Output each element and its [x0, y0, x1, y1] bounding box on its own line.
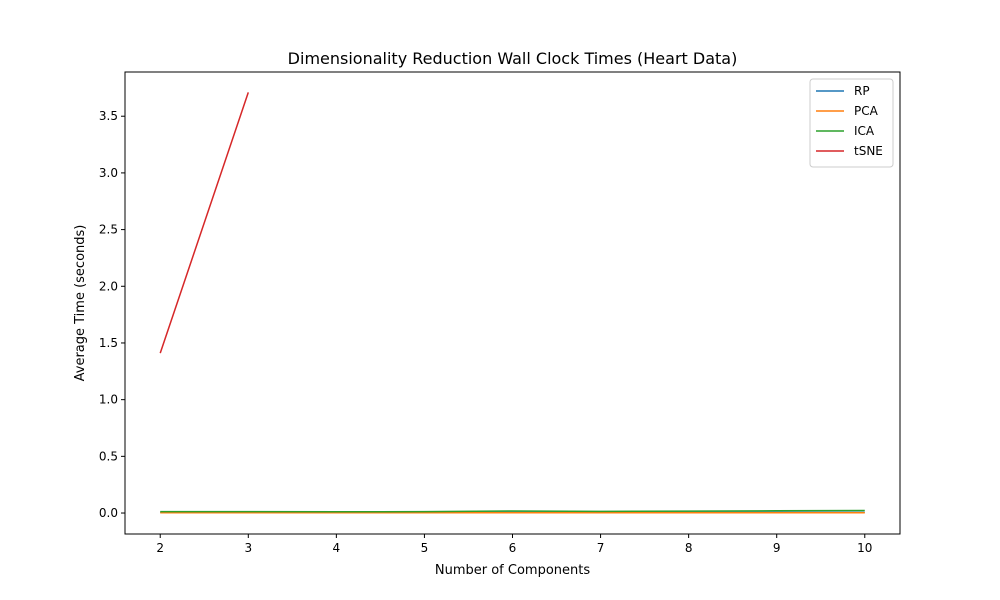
- x-tick-label: 4: [333, 541, 341, 555]
- plot-frame: [124, 71, 901, 535]
- y-tick-label: 3.5: [99, 109, 118, 123]
- y-tick-label: 2.0: [99, 279, 118, 293]
- y-axis-label: Average Time (seconds): [73, 225, 88, 382]
- y-tick-label: 1.5: [99, 336, 118, 350]
- x-tick-label: 2: [156, 541, 164, 555]
- x-tick-label: 8: [685, 541, 693, 555]
- x-tick-label: 5: [421, 541, 429, 555]
- legend-label-pca: PCA: [854, 104, 879, 118]
- legend-label-ica: ICA: [854, 124, 875, 138]
- x-tick-label: 9: [773, 541, 781, 555]
- x-tick-label: 3: [244, 541, 252, 555]
- series-line-ica: [160, 509, 865, 513]
- legend-label-rp: RP: [854, 84, 870, 98]
- y-tick-label: 0.0: [99, 506, 118, 520]
- plot-series: [159, 92, 865, 514]
- x-tick-label: 7: [597, 541, 605, 555]
- x-tick-label: 10: [857, 541, 872, 555]
- x-axis: 2 3 4 5 6 7 8 9 10: [156, 534, 872, 555]
- y-tick-label: 0.5: [99, 449, 118, 463]
- legend-box: [809, 78, 894, 168]
- y-tick-label: 1.0: [99, 393, 118, 407]
- legend-label-tsne: tSNE: [854, 144, 883, 158]
- x-axis-label: Number of Components: [435, 563, 590, 578]
- y-tick-label: 3.0: [99, 166, 118, 180]
- series-line-tsne: [159, 92, 250, 354]
- x-tick-label: 6: [509, 541, 517, 555]
- legend: RP PCA ICA tSNE: [809, 78, 894, 168]
- y-tick-label: 2.5: [99, 223, 118, 237]
- chart-title: Dimensionality Reduction Wall Clock Time…: [288, 49, 738, 68]
- y-axis: 0.0 0.5 1.0 1.5 2.0 2.5 3.0 3.5: [99, 109, 125, 520]
